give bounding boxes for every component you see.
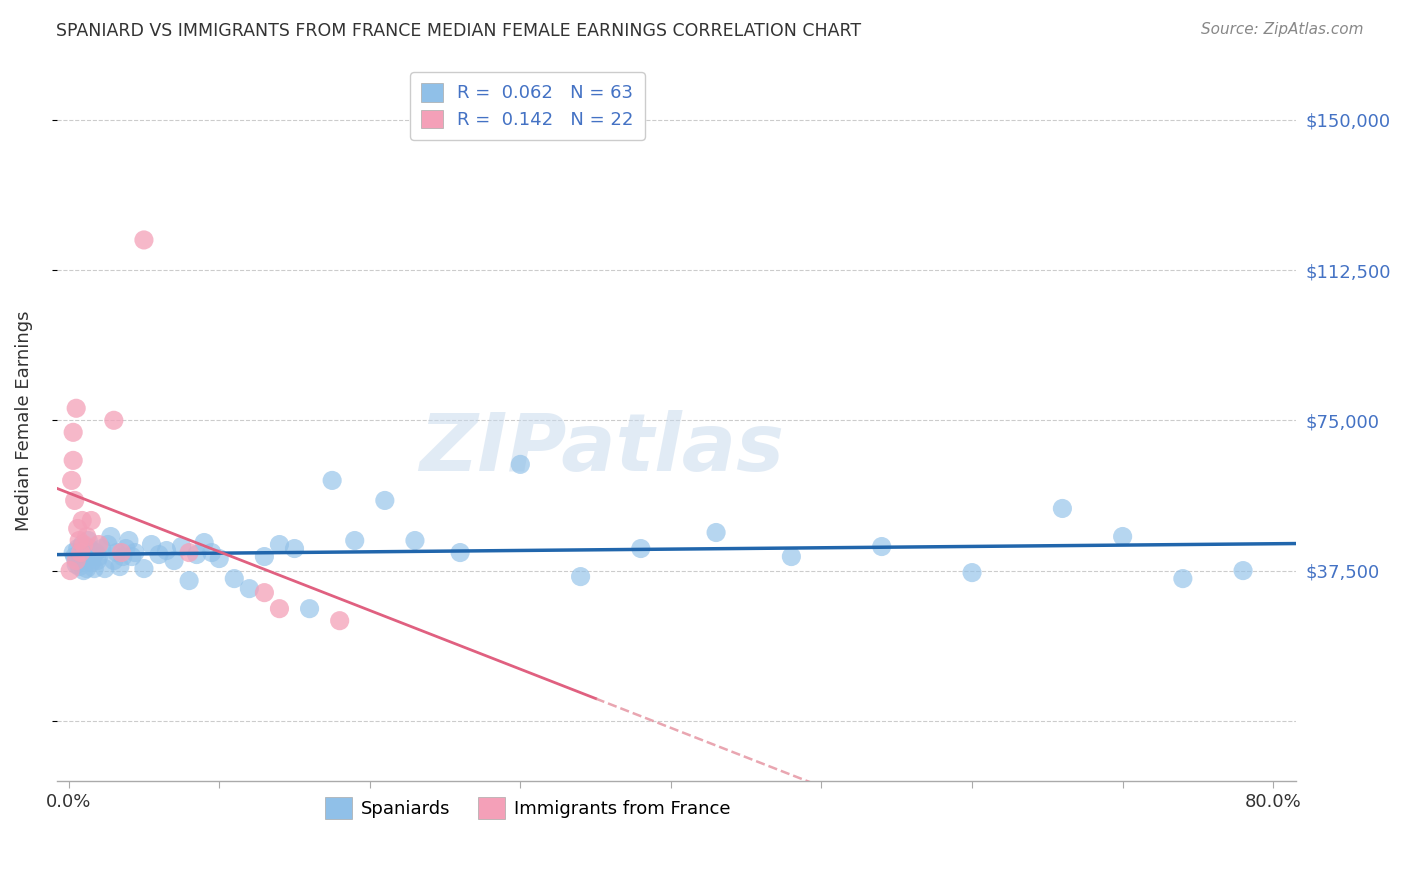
Point (87, 549, 110, 564)
Point (65, 553, 87, 567)
Point (62, 453, 84, 467)
Point (1111, 529, 1133, 543)
Point (110, 545, 132, 559)
Point (238, 582, 260, 596)
Point (100, 529, 122, 543)
Point (193, 535, 215, 549)
Text: Source: ZipAtlas.com: Source: ZipAtlas.com (1201, 22, 1364, 37)
Point (224, 572, 246, 586)
Point (103, 413, 125, 427)
Y-axis label: Median Female Earnings: Median Female Earnings (15, 310, 32, 531)
Point (1232, 564, 1254, 578)
Point (960, 566, 983, 580)
Point (82, 549, 104, 564)
Point (59, 564, 82, 578)
Point (374, 493, 396, 508)
Point (80, 556, 103, 570)
Point (148, 548, 170, 562)
Point (66, 521, 89, 535)
Point (253, 585, 276, 599)
Point (155, 543, 177, 558)
Point (67, 559, 90, 574)
Point (73, 537, 96, 551)
Point (163, 553, 186, 567)
Point (103, 553, 125, 567)
Point (63, 493, 86, 508)
Point (329, 614, 352, 628)
Point (1171, 572, 1194, 586)
Point (115, 541, 138, 556)
Text: SPANIARD VS IMMIGRANTS FROM FRANCE MEDIAN FEMALE EARNINGS CORRELATION CHART: SPANIARD VS IMMIGRANTS FROM FRANCE MEDIA… (56, 22, 862, 40)
Point (404, 533, 426, 548)
Point (141, 537, 163, 551)
Point (269, 601, 291, 615)
Point (62, 545, 84, 559)
Point (111, 549, 134, 564)
Point (73, 564, 96, 578)
Point (179, 545, 201, 559)
Point (79, 541, 101, 556)
Point (76, 561, 98, 575)
Point (121, 549, 143, 564)
Point (69, 551, 91, 566)
Point (69, 545, 91, 559)
Point (870, 540, 893, 554)
Point (208, 551, 231, 566)
Point (60, 474, 83, 488)
Point (321, 474, 343, 488)
Point (108, 559, 131, 574)
Point (253, 549, 276, 564)
Point (105, 545, 128, 559)
Point (62, 425, 84, 440)
Point (132, 561, 155, 575)
Point (70, 537, 93, 551)
Point (86, 553, 108, 567)
Point (569, 569, 592, 583)
Legend: Spaniards, Immigrants from France: Spaniards, Immigrants from France (318, 789, 737, 826)
Point (509, 458, 531, 472)
Point (65, 401, 87, 416)
Point (704, 525, 727, 540)
Point (65, 558, 87, 572)
Point (132, 233, 155, 247)
Point (269, 537, 291, 551)
Point (80, 514, 103, 528)
Point (87, 537, 110, 551)
Point (70, 514, 93, 528)
Point (179, 574, 201, 588)
Point (298, 601, 321, 615)
Point (170, 540, 193, 554)
Text: ZIPatlas: ZIPatlas (419, 410, 785, 488)
Point (283, 541, 305, 556)
Point (124, 545, 146, 559)
Point (67, 533, 90, 548)
Point (76, 529, 98, 543)
Point (94, 561, 117, 575)
Point (84, 545, 107, 559)
Point (77, 533, 100, 548)
Point (449, 545, 471, 559)
Point (63, 549, 86, 564)
Point (97, 537, 120, 551)
Point (75, 545, 97, 559)
Point (1052, 501, 1074, 516)
Point (630, 541, 652, 556)
Point (83, 561, 105, 575)
Point (118, 533, 141, 548)
Point (343, 533, 366, 548)
Point (66, 541, 89, 556)
Point (90, 541, 112, 556)
Point (186, 548, 208, 562)
Point (780, 549, 803, 564)
Point (201, 545, 224, 559)
